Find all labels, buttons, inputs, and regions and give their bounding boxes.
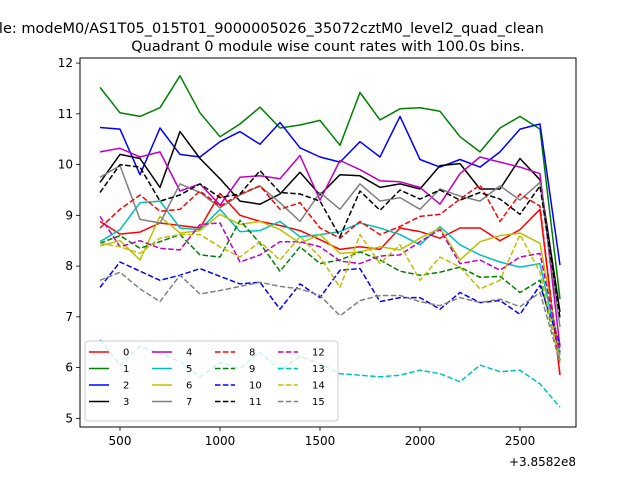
legend-label-9: 9 bbox=[249, 364, 255, 375]
series-line-14 bbox=[99, 233, 561, 363]
legend-label-14: 14 bbox=[312, 381, 325, 392]
series-line-4 bbox=[99, 147, 561, 348]
x-tick-label: 2000 bbox=[405, 434, 436, 448]
series-line-7 bbox=[99, 164, 561, 328]
x-tick-label: 500 bbox=[109, 434, 132, 448]
series-line-15 bbox=[99, 271, 561, 363]
legend-frame bbox=[84, 340, 339, 422]
series-line-1 bbox=[99, 75, 561, 300]
legend-label-11: 11 bbox=[249, 397, 262, 408]
series-line-11 bbox=[99, 163, 561, 319]
legend-label-4: 4 bbox=[186, 348, 192, 359]
axes-frame bbox=[79, 57, 577, 428]
legend-label-10: 10 bbox=[249, 381, 262, 392]
series-line-2 bbox=[99, 115, 561, 266]
y-tick-label: 7 bbox=[65, 310, 73, 324]
series-line-5 bbox=[99, 200, 561, 356]
legend-label-0: 0 bbox=[123, 348, 129, 359]
series-line-12 bbox=[99, 215, 561, 353]
legend-label-3: 3 bbox=[123, 397, 129, 408]
legend-label-1: 1 bbox=[123, 364, 129, 375]
y-tick-label: 11 bbox=[58, 107, 73, 121]
series-layer bbox=[99, 75, 561, 408]
x-tick-label: 1500 bbox=[305, 434, 336, 448]
legend-label-2: 2 bbox=[123, 381, 129, 392]
x-tick-label: 2500 bbox=[505, 434, 536, 448]
y-tick-label: 6 bbox=[65, 361, 73, 375]
legend-label-13: 13 bbox=[312, 364, 325, 375]
y-tick-label: 9 bbox=[65, 208, 73, 222]
legend-label-7: 7 bbox=[186, 397, 192, 408]
y-axis: 5 6 7 8 9 10 11 12 bbox=[58, 56, 80, 425]
legend-label-6: 6 bbox=[186, 381, 192, 392]
y-tick-label: 5 bbox=[65, 411, 73, 425]
series-line-3 bbox=[99, 130, 561, 312]
x-tick-label: 1000 bbox=[205, 434, 236, 448]
y-tick-label: 8 bbox=[65, 259, 73, 273]
legend-label-8: 8 bbox=[249, 348, 255, 359]
legend-label-5: 5 bbox=[186, 364, 192, 375]
figure-suptitle: n file: modeM0/AS1T05_015T01_9000005026_… bbox=[0, 21, 544, 37]
x-axis-offset-label: +3.8582e8 bbox=[509, 455, 576, 469]
x-axis: 500 1000 1500 2000 2500 bbox=[109, 427, 536, 448]
chart-title: Quadrant 0 module wise count rates with … bbox=[131, 39, 525, 55]
legend-label-15: 15 bbox=[312, 397, 325, 408]
y-tick-label: 10 bbox=[58, 158, 73, 172]
y-tick-label: 12 bbox=[58, 56, 73, 70]
legend-label-12: 12 bbox=[312, 348, 325, 359]
series-line-6 bbox=[99, 213, 561, 353]
